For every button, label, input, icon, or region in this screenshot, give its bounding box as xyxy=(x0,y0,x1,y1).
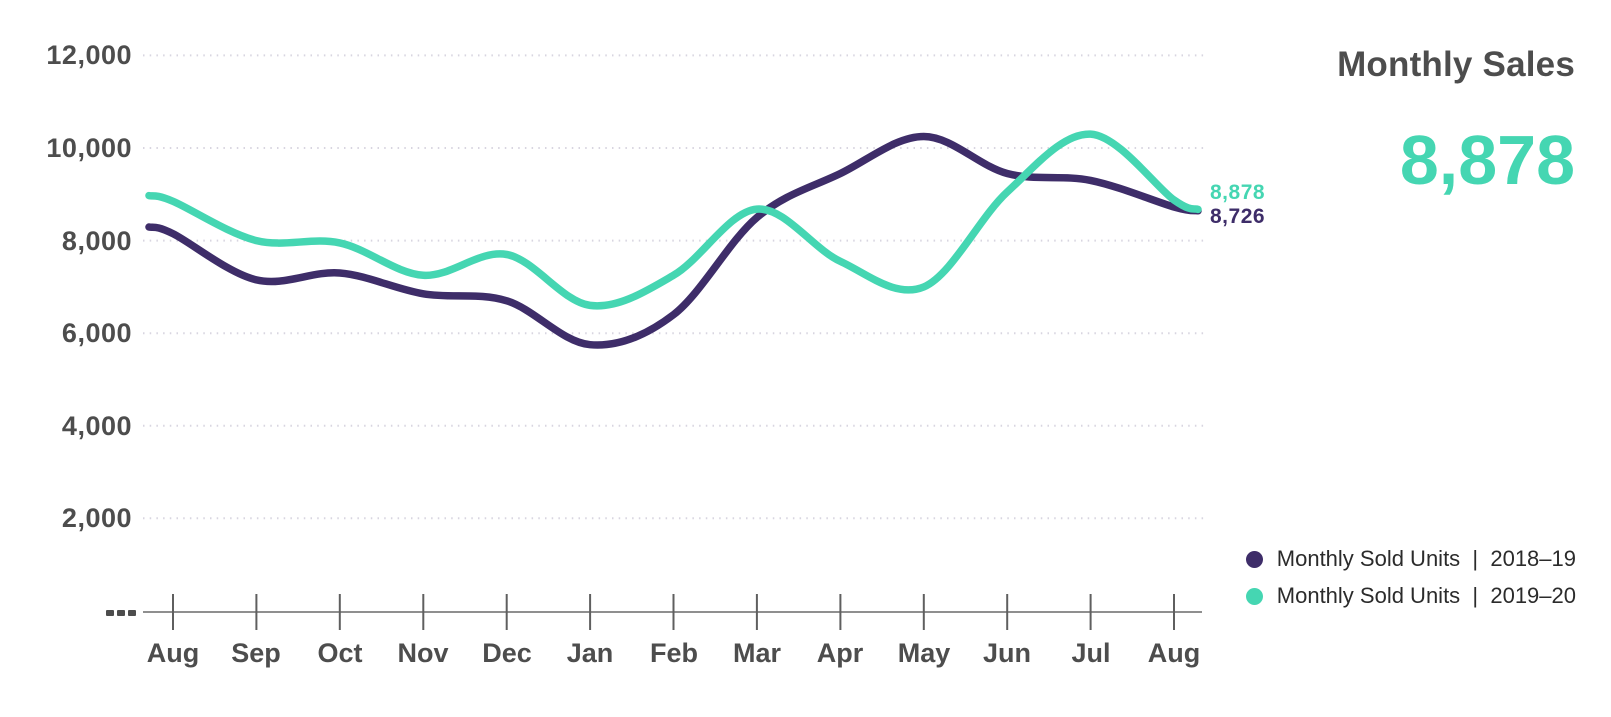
legend-item-2019-20: Monthly Sold Units | 2019–20 xyxy=(1245,583,1576,609)
x-tick-label-2-oct: Oct xyxy=(317,638,363,668)
series-line-2019-20 xyxy=(145,130,1202,310)
y-axis-zero-marker xyxy=(106,610,136,616)
zero-dash xyxy=(106,610,114,616)
y-tick-label-8000: 8,000 xyxy=(61,226,132,256)
legend-item-label: Monthly Sold Units | 2018–19 xyxy=(1276,546,1576,571)
chart-title: Monthly Sales xyxy=(1337,45,1575,84)
y-tick-label-2000: 2,000 xyxy=(61,503,132,533)
series-end-label-2019-20: 8,878 xyxy=(1210,181,1266,204)
x-tick-label-0-aug: Aug xyxy=(146,638,200,668)
legend-dot-icon xyxy=(1245,587,1263,605)
legend-item-2018-19: Monthly Sold Units | 2018–19 xyxy=(1245,546,1576,572)
x-tick-label-8-apr: Apr xyxy=(816,638,864,668)
x-axis xyxy=(143,594,1202,630)
x-tick-label-6-feb: Feb xyxy=(649,638,698,668)
series-line-2018-19 xyxy=(145,132,1202,349)
x-tick-label-4-dec: Dec xyxy=(482,638,532,668)
gridlines xyxy=(143,54,1205,520)
headline-value: 8,878 xyxy=(1399,121,1575,199)
y-tick-label-4000: 4,000 xyxy=(61,411,132,441)
legend-dot-icon xyxy=(1245,550,1263,568)
series-end-label-2018-19: 8,726 xyxy=(1210,205,1266,228)
x-tick-label-11-jul: Jul xyxy=(1071,638,1111,668)
x-tick-label-5-jan: Jan xyxy=(566,638,614,668)
y-tick-label-10000: 10,000 xyxy=(46,133,132,163)
zero-dash xyxy=(128,610,136,616)
x-tick-label-3-nov: Nov xyxy=(397,638,449,668)
legend: Monthly Sold Units | 2018–19 Monthly Sold… xyxy=(1245,546,1576,609)
y-tick-label-6000: 6,000 xyxy=(61,318,132,348)
zero-dash xyxy=(117,610,125,616)
y-tick-label-12000: 12,000 xyxy=(46,40,132,70)
x-tick-label-7-mar: Mar xyxy=(732,638,781,668)
legend-item-label: Monthly Sold Units | 2019–20 xyxy=(1276,583,1576,608)
x-tick-label-10-jun: Jun xyxy=(982,638,1031,668)
x-tick-label-1-sep: Sep xyxy=(231,638,281,668)
x-tick-label-9-may: May xyxy=(897,638,951,668)
x-tick-label-12-aug: Aug xyxy=(1147,638,1201,668)
